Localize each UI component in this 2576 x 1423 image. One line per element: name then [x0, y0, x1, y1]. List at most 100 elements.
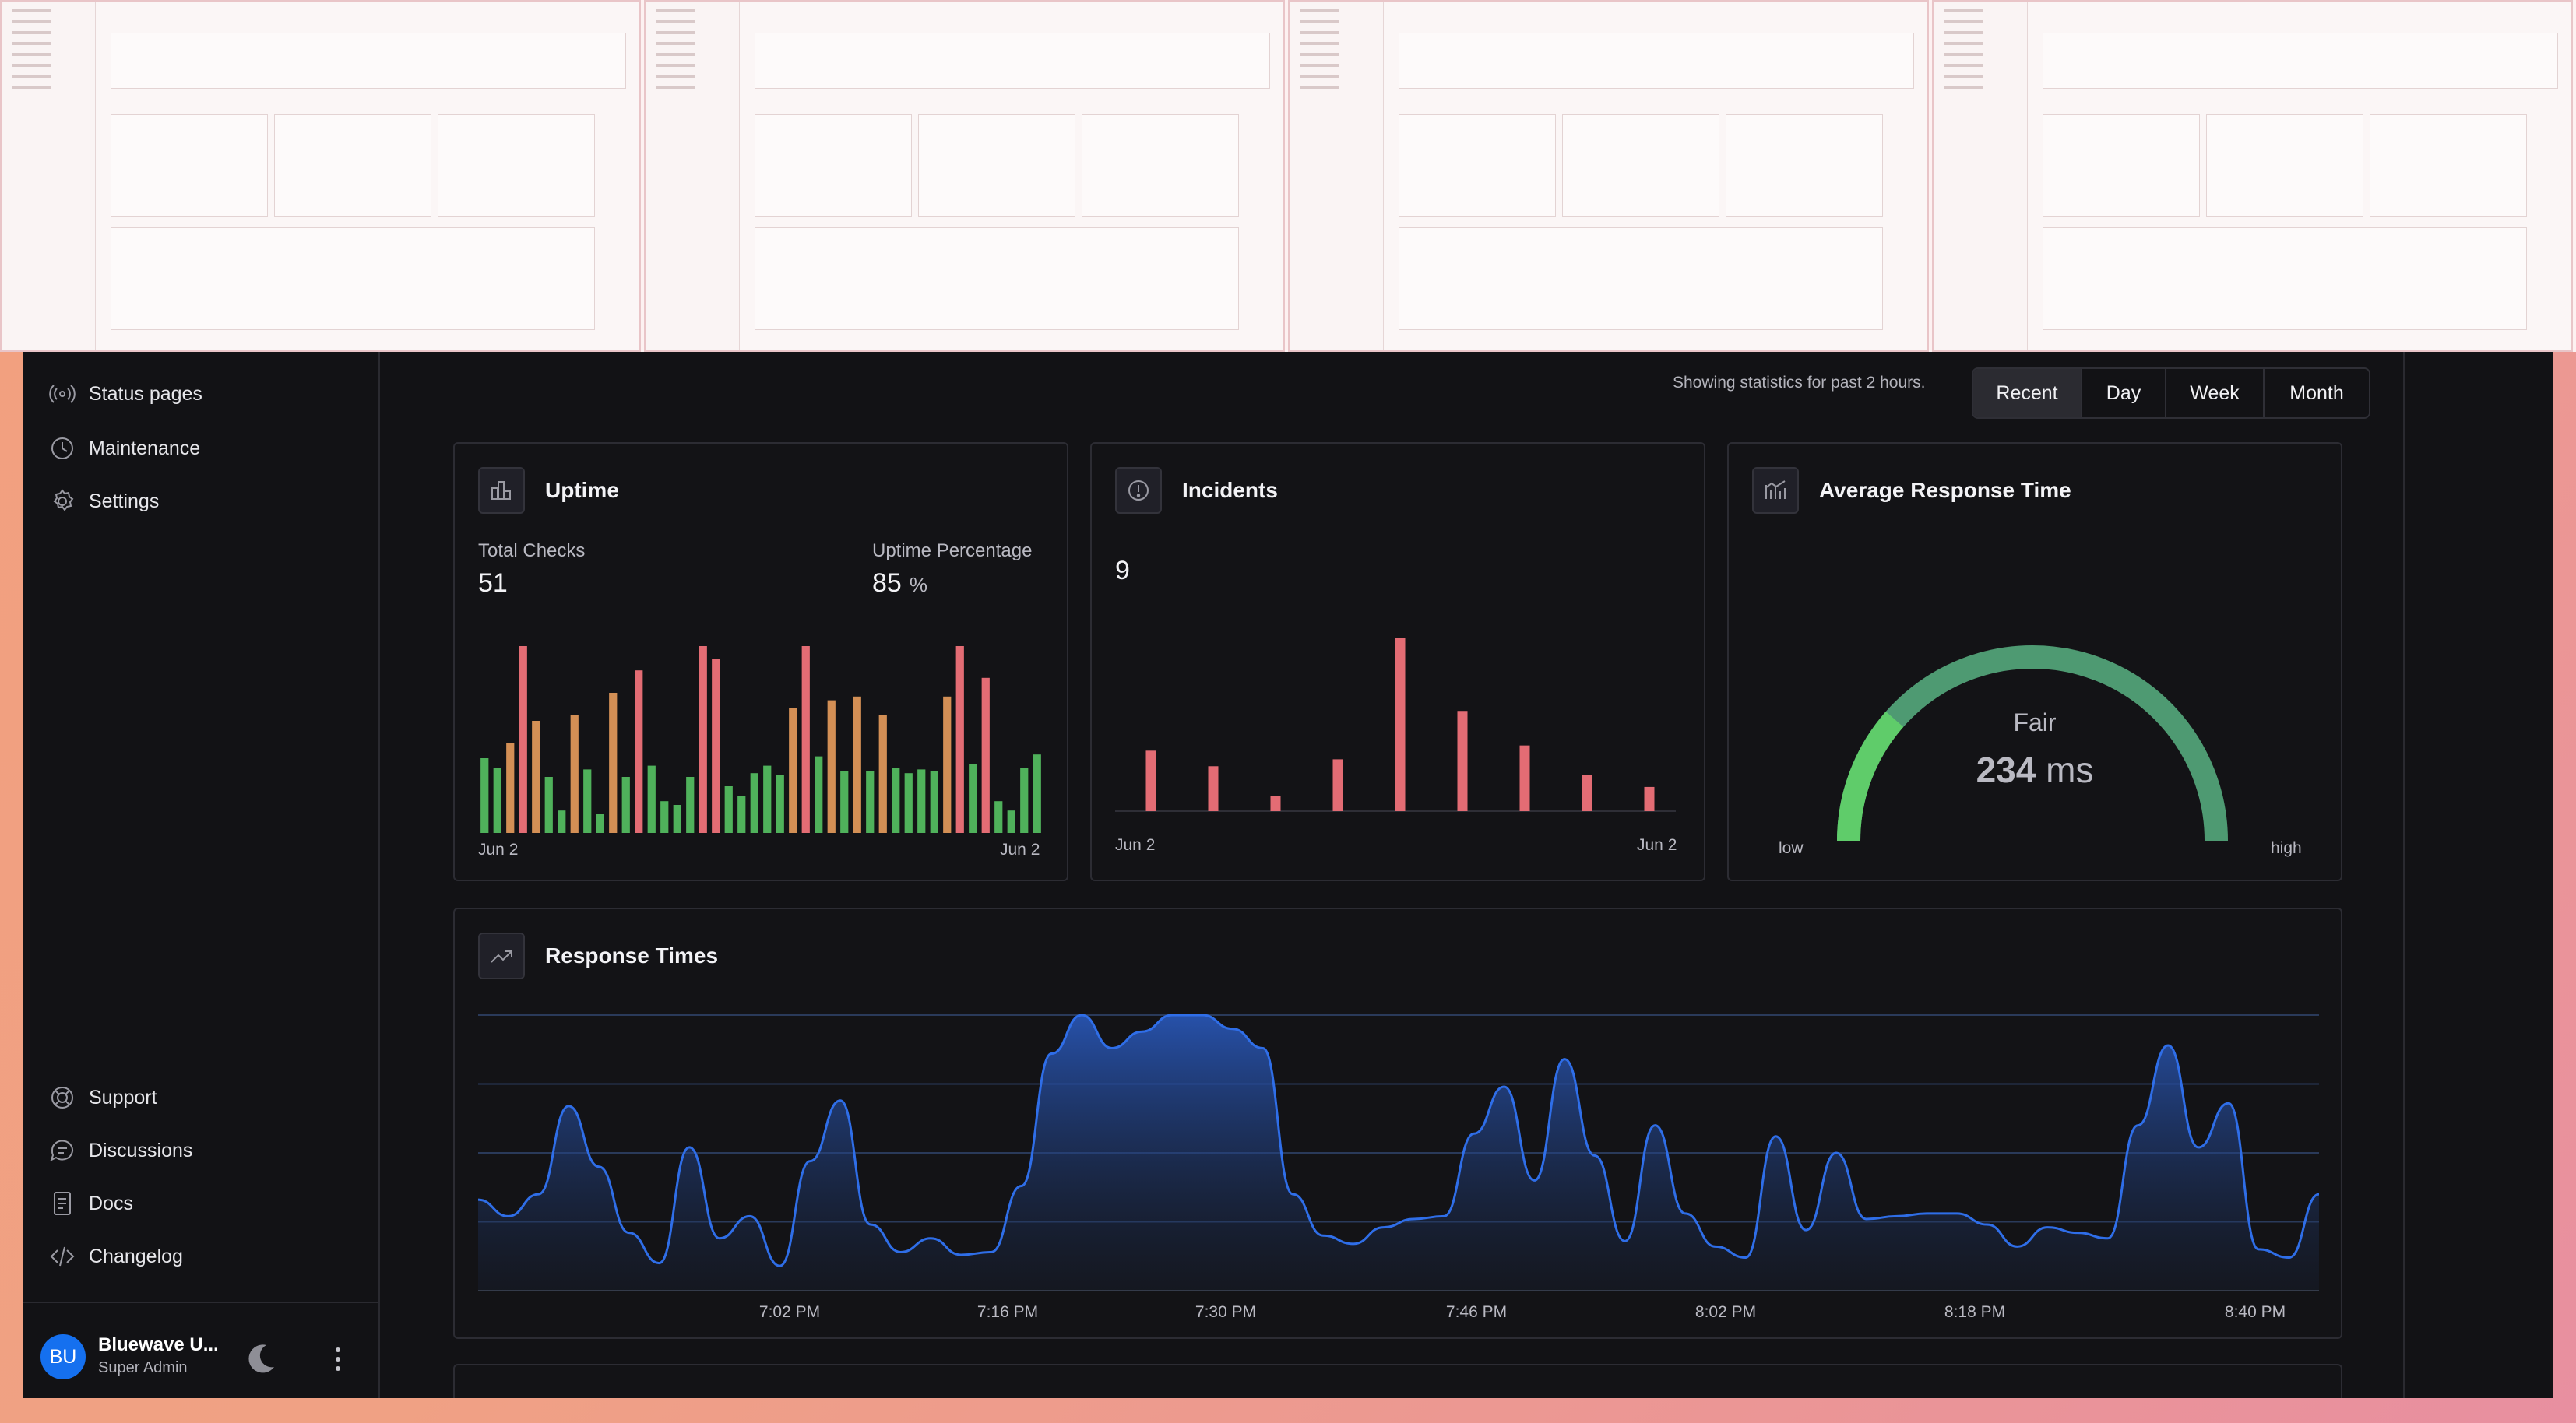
- range-selector: Recent Day Week Month: [1972, 367, 2370, 419]
- uptime-bar: [596, 814, 604, 833]
- uptime-bar: [635, 670, 643, 833]
- uptime-bar: [737, 796, 746, 833]
- user-name: Bluewave U...: [98, 1334, 219, 1355]
- uptime-bar: [1007, 810, 1015, 833]
- total-checks-label: Total Checks: [478, 540, 586, 561]
- thumbnail-strip: [0, 0, 2576, 352]
- gauge-value: 234: [1976, 750, 2036, 790]
- document-icon: [54, 1192, 71, 1215]
- uptime-bar: [763, 765, 772, 833]
- uptime-bar: [943, 696, 952, 833]
- x-tick-label: 7:30 PM: [1195, 1303, 1256, 1321]
- uptime-bar: [506, 743, 515, 833]
- lifebuoy-icon: [51, 1087, 73, 1109]
- uptime-bar: [930, 771, 938, 833]
- area-line: [478, 1014, 2319, 1267]
- uptime-bar: [969, 764, 977, 833]
- range-recent-button[interactable]: Recent: [1973, 369, 2082, 417]
- uptime-bar-chart: [480, 646, 1041, 833]
- uptime-bar: [904, 773, 913, 833]
- gauge-unit: ms: [2046, 750, 2094, 790]
- incident-bar: [1208, 766, 1219, 811]
- gauge-reading: 234 ms: [1729, 749, 2341, 791]
- uptime-bar: [955, 646, 964, 833]
- uptime-bar: [994, 801, 1003, 833]
- incident-bar: [1582, 775, 1592, 811]
- range-week-button[interactable]: Week: [2166, 369, 2265, 417]
- sidebar-item-support[interactable]: Support: [48, 1076, 157, 1119]
- uptime-bar: [801, 646, 810, 833]
- uptime-bar: [480, 758, 489, 833]
- incidents-card: Incidents 9 Jun 2 Jun 2: [1090, 442, 1705, 881]
- uptime-bar: [981, 677, 990, 833]
- area-fill: [478, 1015, 2319, 1291]
- code-icon: [50, 1246, 75, 1267]
- sidebar-item-settings[interactable]: Settings: [48, 480, 159, 523]
- uptime-bar: [647, 765, 656, 833]
- x-tick-label: 8:02 PM: [1695, 1303, 1756, 1321]
- incidents-count: 9: [1115, 556, 1130, 585]
- uptime-bar: [532, 721, 540, 833]
- uptime-axis-end: Jun 2: [1000, 841, 1040, 859]
- x-tick-label: 8:18 PM: [1944, 1303, 2005, 1321]
- x-tick-label: 7:46 PM: [1446, 1303, 1507, 1321]
- incidents-axis-end: Jun 2: [1637, 836, 1677, 854]
- uptime-bar: [724, 786, 733, 833]
- sidebar-item-docs[interactable]: Docs: [48, 1182, 133, 1225]
- sidebar-item-maintenance[interactable]: Maintenance: [48, 427, 200, 470]
- uptime-bar: [840, 771, 849, 833]
- uptime-bar: [712, 659, 720, 833]
- uptime-bar: [609, 693, 618, 833]
- uptime-percentage-unit: %: [909, 573, 927, 596]
- response-chart-icon: [1752, 467, 1799, 514]
- main-content: Showing statistics for past 2 hours. Rec…: [378, 352, 2405, 1398]
- range-day-button[interactable]: Day: [2082, 369, 2166, 417]
- uptime-percentage-label: Uptime Percentage: [872, 540, 1033, 561]
- avg-response-card: Average Response Time Fair 234 ms low hi…: [1727, 442, 2342, 881]
- uptime-bar: [853, 696, 861, 833]
- x-tick-label: 7:16 PM: [977, 1303, 1038, 1321]
- uptime-bar: [917, 769, 926, 833]
- uptime-bar: [750, 773, 758, 833]
- gear-icon: [53, 489, 74, 511]
- bar-chart-icon: [478, 467, 525, 514]
- sidebar-item-label: Discussions: [89, 1139, 193, 1161]
- thumbnail: [644, 0, 1285, 352]
- more-vertical-icon[interactable]: [329, 1344, 347, 1375]
- incident-bar: [1457, 711, 1468, 811]
- incident-bar: [1644, 786, 1655, 811]
- incidents-bar-chart: [1115, 638, 1676, 812]
- uptime-bar: [866, 771, 875, 833]
- avatar[interactable]: BU: [40, 1334, 86, 1379]
- uptime-bar: [776, 775, 784, 833]
- incident-bar: [1332, 759, 1343, 811]
- sidebar-item-discussions[interactable]: Discussions: [48, 1129, 192, 1172]
- broadcast-icon: [49, 385, 76, 403]
- uptime-axis-start: Jun 2: [478, 841, 519, 859]
- chat-icon: [50, 1140, 73, 1161]
- uptime-bar: [878, 715, 887, 833]
- range-month-button[interactable]: Month: [2265, 369, 2369, 417]
- sidebar-item-label: Docs: [89, 1192, 133, 1214]
- sidebar-item-label: Changelog: [89, 1245, 183, 1267]
- response-times-title: Response Times: [545, 943, 719, 968]
- incidents-title: Incidents: [1182, 478, 1278, 502]
- sidebar-item-label: Status pages: [89, 382, 202, 405]
- sidebar-item-label: Settings: [89, 490, 160, 512]
- incident-bar: [1270, 796, 1281, 811]
- stats-range-note: Showing statistics for past 2 hours.: [1673, 374, 1926, 392]
- incident-bar: [1145, 750, 1156, 811]
- next-card: [453, 1364, 2342, 1398]
- uptime-bar: [558, 810, 566, 833]
- uptime-bar: [660, 801, 669, 833]
- response-times-area-chart: 7:02 PM 7:16 PM 7:30 PM 7:46 PM 8:02 PM 8:18 …: [478, 1014, 2319, 1321]
- sidebar-item-status-pages[interactable]: Status pages: [48, 372, 202, 416]
- sidebar-item-label: Support: [89, 1086, 157, 1109]
- gauge-low-label: low: [1779, 839, 1804, 857]
- sidebar: Status pages Maintenance Settings Suppor…: [23, 352, 380, 1398]
- sidebar-item-changelog[interactable]: Changelog: [48, 1235, 183, 1278]
- uptime-bar: [827, 700, 836, 833]
- trend-up-icon: [478, 933, 525, 979]
- uptime-percentage: 85%: [872, 568, 927, 599]
- moon-icon[interactable]: [243, 1340, 279, 1376]
